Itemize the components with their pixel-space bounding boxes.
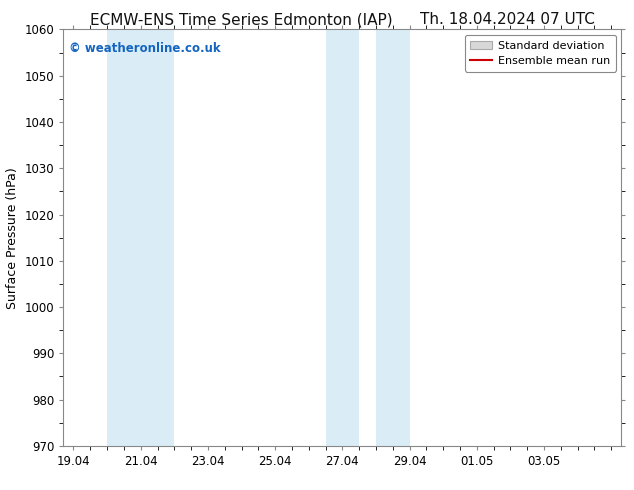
Y-axis label: Surface Pressure (hPa): Surface Pressure (hPa) (6, 167, 19, 309)
Text: Th. 18.04.2024 07 UTC: Th. 18.04.2024 07 UTC (420, 12, 595, 27)
Bar (107, 29, 141, 446)
Text: ECMW-ENS Time Series Edmonton (IAP): ECMW-ENS Time Series Edmonton (IAP) (89, 12, 392, 27)
Bar (141, 29, 174, 446)
Text: © weatheronline.co.uk: © weatheronline.co.uk (69, 42, 221, 55)
Bar (325, 29, 359, 446)
Bar (376, 29, 410, 446)
Legend: Standard deviation, Ensemble mean run: Standard deviation, Ensemble mean run (465, 35, 616, 72)
